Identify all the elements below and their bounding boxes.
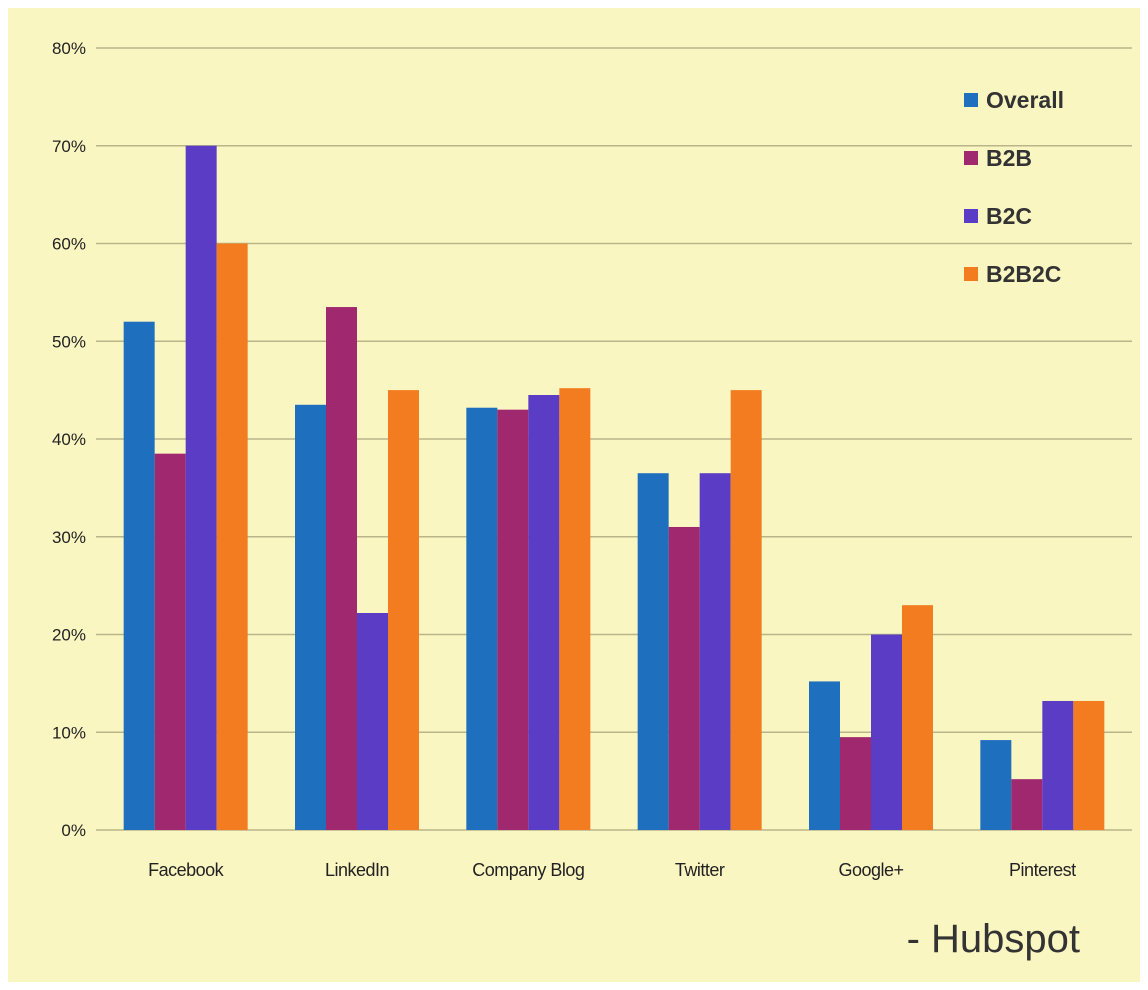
bar-b2b2c-google- bbox=[902, 605, 933, 830]
legend-label: B2B bbox=[986, 145, 1032, 171]
y-tick-label: 0% bbox=[61, 821, 86, 840]
x-tick-label: Pinterest bbox=[1009, 860, 1076, 880]
bar-b2c-twitter bbox=[699, 473, 731, 830]
bar-b2c-facebook bbox=[185, 145, 217, 830]
bar-b2c-linkedin bbox=[357, 612, 388, 830]
bar-b2b2c-pinterest bbox=[1073, 700, 1105, 830]
bar-b2b2c-linkedin bbox=[388, 390, 419, 830]
y-tick-label: 40% bbox=[52, 430, 86, 449]
x-tick-label: Facebook bbox=[148, 860, 225, 880]
y-tick-label: 60% bbox=[52, 235, 86, 254]
gridlines bbox=[96, 47, 1132, 831]
y-tick-label: 80% bbox=[52, 39, 86, 58]
bar-b2c-company-blog bbox=[528, 395, 560, 830]
legend-swatch bbox=[964, 93, 978, 107]
source-credit: - Hubspot bbox=[907, 917, 1080, 961]
x-tick-label: Google+ bbox=[838, 860, 903, 880]
bar-overall-company-blog bbox=[466, 407, 498, 830]
y-axis-ticks: 0% 10% 20% 30% 40% 50% 60% 70% 80% bbox=[52, 39, 86, 840]
legend-swatch bbox=[964, 209, 978, 223]
bar-b2b-google- bbox=[840, 737, 871, 830]
legend: Overall B2B B2C B2B2C bbox=[964, 87, 1064, 287]
y-tick-label: 50% bbox=[52, 332, 86, 351]
legend-swatch bbox=[964, 151, 978, 165]
y-tick-label: 70% bbox=[52, 137, 86, 156]
bar-overall-pinterest bbox=[980, 740, 1012, 830]
legend-label: B2C bbox=[986, 203, 1032, 229]
y-tick-label: 30% bbox=[52, 528, 86, 547]
x-tick-label: LinkedIn bbox=[325, 860, 389, 880]
bar-overall-facebook bbox=[123, 321, 155, 830]
bar-b2b2c-facebook bbox=[216, 243, 248, 830]
bar-overall-google- bbox=[809, 681, 840, 830]
bar-b2b-linkedin bbox=[326, 307, 357, 831]
legend-label: B2B2C bbox=[986, 261, 1061, 287]
bars bbox=[123, 145, 1105, 831]
y-tick-label: 20% bbox=[52, 626, 86, 645]
y-tick-label: 10% bbox=[52, 723, 86, 742]
x-tick-label: Company Blog bbox=[472, 860, 584, 880]
bar-b2b2c-company-blog bbox=[559, 388, 591, 830]
bar-overall-linkedin bbox=[295, 404, 326, 830]
bar-b2b-company-blog bbox=[497, 409, 529, 830]
legend-label: Overall bbox=[986, 87, 1064, 113]
bar-b2b-pinterest bbox=[1011, 779, 1043, 830]
bar-b2c-pinterest bbox=[1042, 700, 1074, 830]
bar-overall-twitter bbox=[637, 473, 669, 830]
legend-swatch bbox=[964, 267, 978, 281]
bar-b2b-facebook bbox=[154, 453, 186, 830]
chart-frame: 0% 10% 20% 30% 40% 50% 60% 70% 80% Facebook Linke… bbox=[8, 8, 1140, 982]
bar-b2b2c-twitter bbox=[730, 390, 762, 830]
bar-b2b-twitter bbox=[668, 526, 700, 830]
x-tick-label: Twitter bbox=[675, 860, 725, 880]
bar-b2c-google- bbox=[871, 634, 902, 830]
bar-chart: 0% 10% 20% 30% 40% 50% 60% 70% 80% Facebook Linke… bbox=[52, 39, 1132, 961]
x-axis-ticks: Facebook LinkedIn Company Blog Twitter Googl… bbox=[148, 860, 1076, 880]
